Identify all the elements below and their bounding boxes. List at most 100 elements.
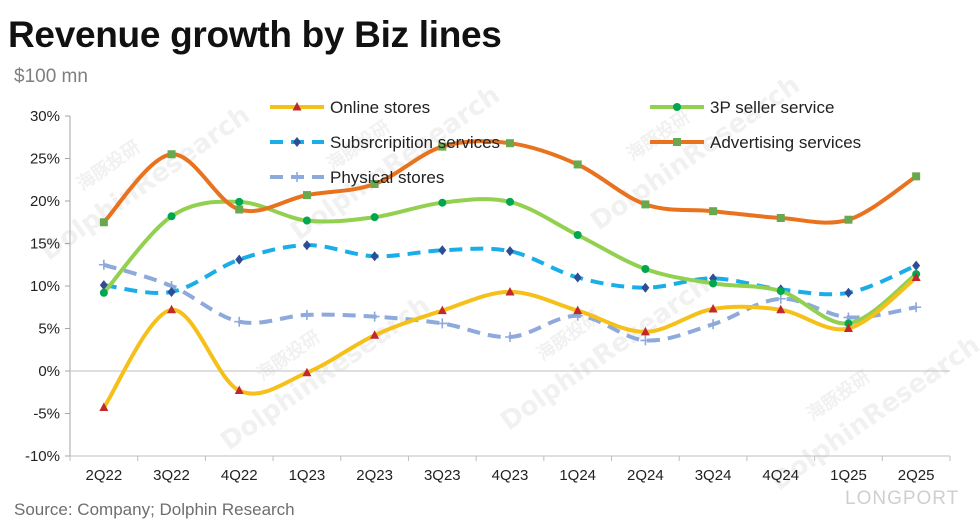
data-point [709, 279, 718, 288]
y-tick-label: 0% [38, 363, 60, 380]
x-tick-label: 1Q24 [559, 467, 596, 484]
data-point [370, 251, 379, 262]
axis-layer: -10% -5% 0% 5% 10% 15% 20% 25% 30% 2Q22 3Q22 4Q22 1Q… [25, 108, 951, 484]
legend-marker [673, 138, 681, 146]
series-advertising-services [99, 139, 921, 227]
legend-label: Physical stores [330, 168, 444, 187]
data-point [911, 272, 921, 281]
series-layer [98, 139, 922, 412]
data-point [301, 309, 312, 320]
data-point [573, 305, 583, 315]
unit-label: $100 mn [14, 66, 88, 87]
data-point [505, 286, 515, 296]
data-point [911, 302, 922, 313]
x-tick-label: 2Q24 [627, 467, 664, 484]
data-point [235, 197, 244, 206]
data-point [776, 214, 785, 222]
series-line-physical-stores [103, 262, 917, 343]
data-point [775, 293, 786, 304]
data-point [640, 326, 650, 336]
y-tick-label: -10% [25, 448, 60, 465]
legend-item: 3P seller service [650, 98, 834, 117]
legend: Online stores 3P seller service Subsrcripi… [270, 98, 861, 187]
data-point [641, 265, 650, 273]
data-point [302, 240, 311, 251]
data-point [167, 286, 176, 297]
data-point [235, 205, 244, 214]
data-point [844, 319, 853, 328]
data-point [234, 316, 245, 327]
data-point [438, 142, 447, 151]
data-point [776, 304, 786, 314]
source-note: Source: Company; Dolphin Research [14, 500, 295, 519]
legend-item: Online stores [270, 98, 430, 117]
data-point [370, 213, 379, 222]
data-point [99, 288, 108, 297]
data-point [573, 160, 582, 169]
data-point [438, 198, 447, 207]
data-point [506, 139, 514, 148]
data-point [302, 216, 311, 225]
x-tick-label: 2Q22 [85, 467, 122, 484]
data-point [708, 303, 718, 313]
data-point [99, 402, 109, 412]
x-tick-label: 2Q23 [356, 467, 393, 484]
chart-title: Revenue growth by Biz lines [8, 14, 502, 55]
x-tick-label: 1Q25 [830, 467, 867, 484]
data-point [167, 150, 176, 159]
x-tick-label: 4Q22 [221, 467, 258, 484]
legend-label: 3P seller service [710, 98, 834, 117]
legend-marker [673, 103, 681, 111]
legend-marker [293, 137, 301, 147]
x-tick-label: 4Q23 [492, 467, 529, 484]
y-tick-label: 10% [30, 278, 60, 295]
data-point [844, 215, 853, 224]
data-point [437, 305, 447, 315]
x-tick-label: 3Q22 [153, 467, 190, 484]
data-point [776, 287, 785, 296]
data-point [369, 311, 380, 322]
legend-marker [292, 172, 302, 182]
data-point [506, 246, 514, 257]
data-point [912, 260, 921, 271]
data-point [98, 259, 109, 270]
data-point [844, 287, 853, 298]
brand-watermark: LONGPORT [845, 488, 959, 509]
data-point [438, 245, 447, 256]
legend-label: Advertising services [710, 133, 861, 152]
y-tick-label: 25% [30, 151, 60, 168]
data-point [912, 172, 921, 181]
data-point [641, 282, 650, 293]
series-physical-stores [98, 259, 922, 346]
series-online-stores [99, 272, 921, 412]
x-tick-label: 1Q23 [289, 467, 326, 484]
data-point [709, 207, 718, 216]
data-point [302, 191, 311, 200]
data-point [505, 332, 515, 342]
series-line-advertising-services [101, 139, 919, 225]
y-tick-label: 20% [30, 193, 60, 210]
data-point [641, 200, 650, 209]
legend-item: Physical stores [270, 168, 444, 187]
data-point [235, 254, 244, 265]
data-point [234, 385, 244, 395]
data-point [370, 330, 380, 339]
data-point [167, 304, 177, 314]
y-tick-label: -5% [33, 406, 60, 423]
data-point [506, 197, 514, 206]
x-tick-label: 4Q24 [762, 467, 799, 484]
data-point [573, 231, 582, 239]
legend-label: Subsrcripition services [330, 133, 500, 152]
data-point [437, 318, 448, 329]
y-tick-label: 5% [38, 321, 60, 338]
legend-marker [292, 102, 302, 111]
data-point [573, 272, 582, 283]
y-tick-label: 15% [30, 236, 60, 253]
x-tick-label: 3Q24 [695, 467, 732, 484]
data-point [99, 218, 108, 227]
legend-item: Advertising services [650, 133, 861, 152]
